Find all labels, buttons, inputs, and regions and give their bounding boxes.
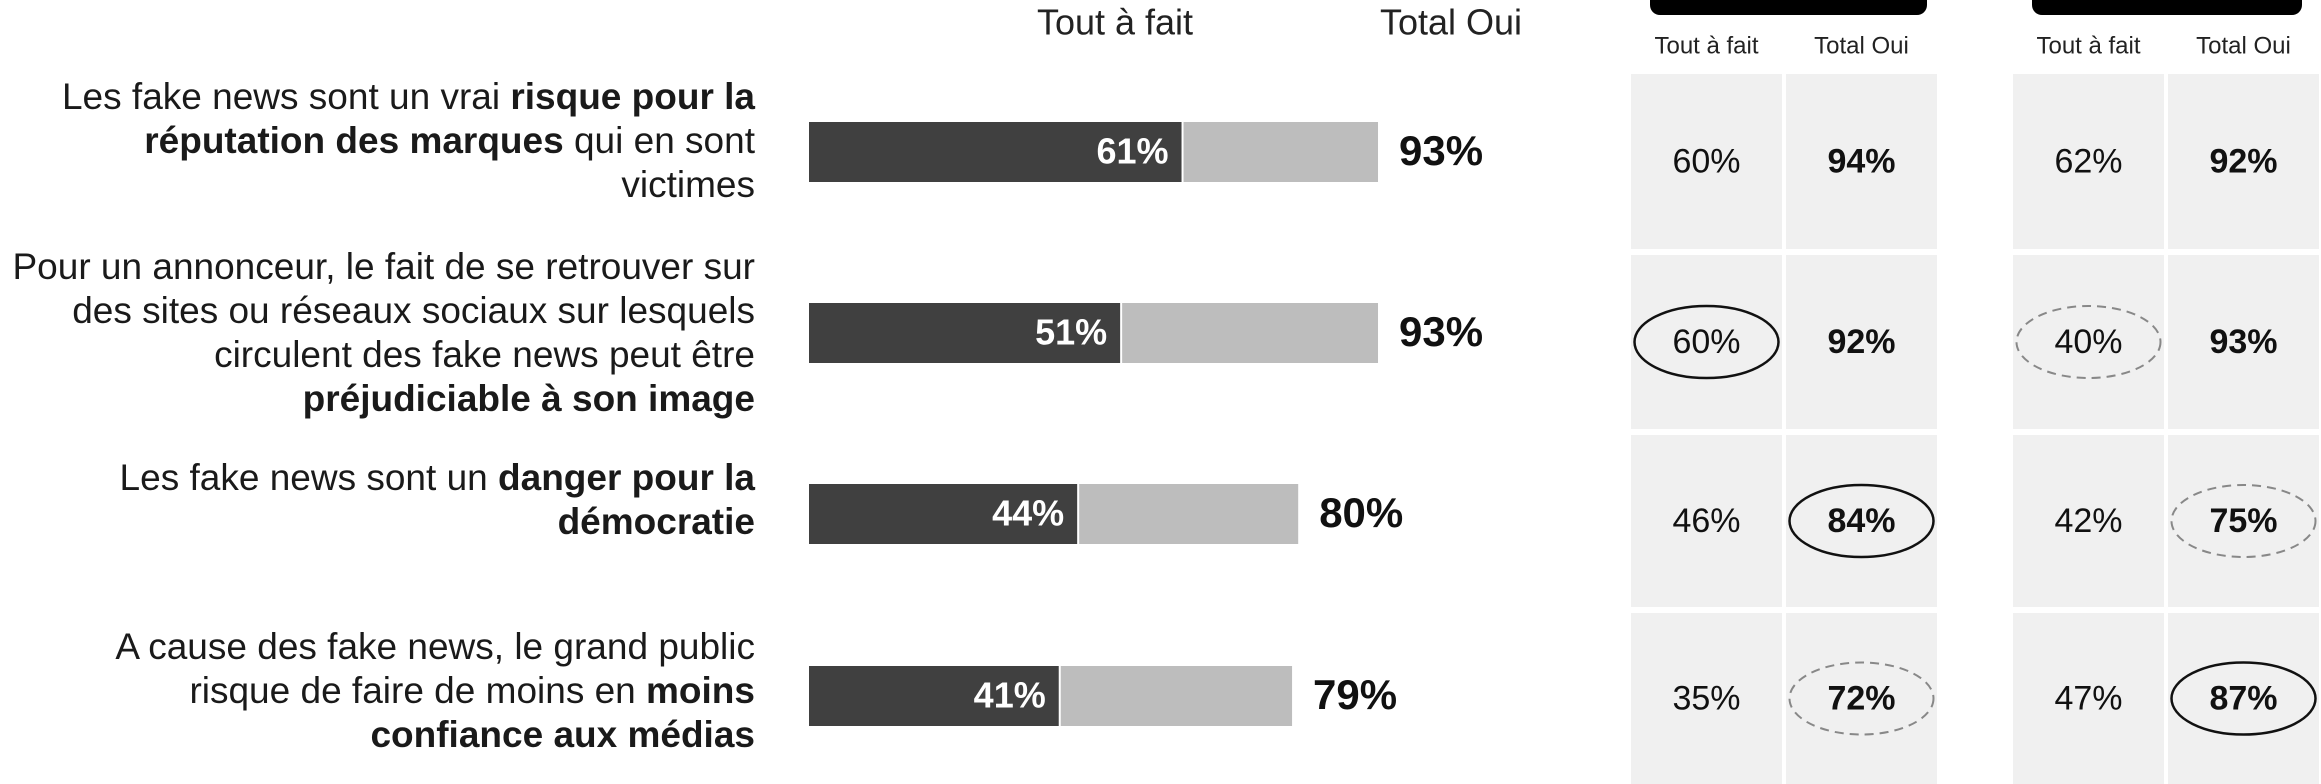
table-value: 87% bbox=[2209, 679, 2277, 717]
significance-circle bbox=[2170, 661, 2317, 736]
column-header: Tout à fait bbox=[1654, 32, 1758, 59]
table-cell bbox=[1631, 435, 1782, 607]
series-header: Tout à fait bbox=[1037, 2, 1193, 43]
panel-tab bbox=[2032, 0, 2302, 15]
category-label: A cause des fake news, le grand public r… bbox=[115, 626, 755, 755]
table-value: 92% bbox=[2209, 142, 2277, 180]
table-cell bbox=[2168, 255, 2319, 429]
column-header: Tout à fait bbox=[2036, 32, 2140, 59]
table-value: 60% bbox=[1672, 323, 1740, 361]
total-label: 93% bbox=[1399, 127, 1483, 174]
table-cell bbox=[2168, 613, 2319, 784]
table-value: 72% bbox=[1827, 679, 1895, 717]
value-label: 51% bbox=[1035, 312, 1107, 353]
table-value: 47% bbox=[2054, 679, 2122, 717]
table-cell bbox=[1786, 435, 1937, 607]
value-label: 44% bbox=[992, 493, 1064, 534]
bar bbox=[807, 301, 1123, 365]
table-cell bbox=[1786, 613, 1937, 784]
category-label: Les fake news sont un danger pour la dém… bbox=[119, 457, 755, 542]
significance-circle bbox=[2170, 484, 2317, 558]
table-value: 94% bbox=[1827, 142, 1895, 180]
table-value: 75% bbox=[2209, 502, 2277, 540]
significance-circle bbox=[2015, 305, 2162, 379]
table-cell bbox=[2013, 255, 2164, 429]
significance-circle bbox=[1788, 661, 1935, 736]
table-value: 62% bbox=[2054, 142, 2122, 180]
total-label: 93% bbox=[1399, 308, 1483, 355]
panel-tab bbox=[1650, 0, 1927, 15]
bar bbox=[807, 482, 1080, 546]
bar bbox=[807, 664, 1061, 728]
table-value: 84% bbox=[1827, 502, 1895, 540]
table-value: 42% bbox=[2054, 502, 2122, 540]
significance-circle bbox=[1633, 304, 1780, 380]
table-value: 40% bbox=[2054, 323, 2122, 361]
table-cell bbox=[2013, 613, 2164, 784]
significance-circle bbox=[1788, 483, 1935, 559]
table-value: 92% bbox=[1827, 323, 1895, 361]
column-header: Total Oui bbox=[1814, 32, 1909, 59]
table-cell bbox=[1786, 255, 1937, 429]
table-cell bbox=[1631, 613, 1782, 784]
table-value: 46% bbox=[1672, 502, 1740, 540]
table-cell bbox=[2013, 74, 2164, 249]
table-cell bbox=[2168, 435, 2319, 607]
table-cell bbox=[2168, 74, 2319, 249]
table-cell bbox=[1631, 74, 1782, 249]
table-cell bbox=[1631, 255, 1782, 429]
bar bbox=[807, 120, 1184, 184]
table-value: 35% bbox=[1672, 679, 1740, 717]
value-label: 41% bbox=[974, 675, 1046, 716]
value-label: 61% bbox=[1096, 131, 1168, 172]
table-cell bbox=[1786, 74, 1937, 249]
table-value: 60% bbox=[1672, 142, 1740, 180]
total-label: 79% bbox=[1313, 671, 1397, 718]
table-cell bbox=[2013, 435, 2164, 607]
category-label: Pour un annonceur, le fait de se retrouv… bbox=[12, 246, 756, 419]
column-header: Total Oui bbox=[2196, 32, 2291, 59]
table-value: 93% bbox=[2209, 323, 2277, 361]
category-label: Les fake news sont un vrai risque pour l… bbox=[61, 76, 755, 205]
series-header: Total Oui bbox=[1380, 2, 1522, 43]
total-label: 80% bbox=[1319, 489, 1403, 536]
